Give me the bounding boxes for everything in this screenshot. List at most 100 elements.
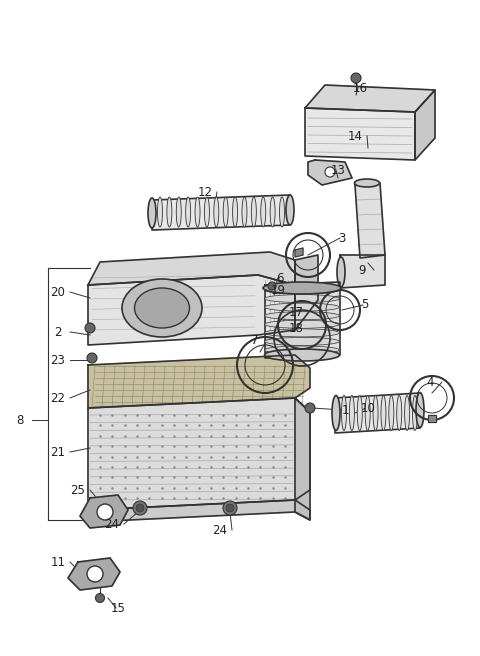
Text: 10: 10 bbox=[360, 401, 375, 415]
Polygon shape bbox=[295, 398, 310, 520]
Ellipse shape bbox=[223, 197, 228, 227]
Polygon shape bbox=[88, 355, 310, 408]
Text: 21: 21 bbox=[50, 445, 65, 459]
Text: 1: 1 bbox=[341, 403, 349, 417]
Ellipse shape bbox=[204, 197, 209, 227]
Text: 24: 24 bbox=[213, 523, 228, 537]
Ellipse shape bbox=[268, 282, 276, 290]
Polygon shape bbox=[88, 500, 310, 522]
Ellipse shape bbox=[286, 195, 294, 225]
Ellipse shape bbox=[214, 197, 219, 227]
Ellipse shape bbox=[252, 197, 256, 227]
Polygon shape bbox=[295, 248, 303, 257]
Ellipse shape bbox=[122, 279, 202, 337]
Text: 18: 18 bbox=[288, 321, 303, 335]
Text: 13: 13 bbox=[331, 163, 346, 176]
Polygon shape bbox=[428, 415, 436, 422]
Text: 5: 5 bbox=[361, 298, 369, 312]
Ellipse shape bbox=[337, 257, 345, 287]
Text: 17: 17 bbox=[288, 306, 303, 319]
Ellipse shape bbox=[157, 197, 163, 227]
Text: 6: 6 bbox=[276, 272, 284, 285]
Polygon shape bbox=[355, 255, 385, 285]
Ellipse shape bbox=[389, 396, 394, 430]
Circle shape bbox=[87, 566, 103, 582]
Ellipse shape bbox=[349, 396, 354, 430]
Ellipse shape bbox=[87, 353, 97, 363]
Ellipse shape bbox=[96, 594, 105, 602]
Polygon shape bbox=[68, 558, 120, 590]
Circle shape bbox=[97, 504, 113, 520]
Text: 22: 22 bbox=[50, 392, 65, 405]
Ellipse shape bbox=[305, 403, 315, 413]
Text: 14: 14 bbox=[348, 129, 362, 142]
Ellipse shape bbox=[136, 504, 144, 512]
Ellipse shape bbox=[186, 197, 191, 227]
Ellipse shape bbox=[264, 312, 339, 319]
Ellipse shape bbox=[264, 346, 339, 354]
Ellipse shape bbox=[264, 349, 339, 361]
Ellipse shape bbox=[397, 396, 402, 430]
Polygon shape bbox=[88, 275, 295, 345]
Circle shape bbox=[325, 167, 335, 177]
Polygon shape bbox=[335, 393, 420, 433]
Text: 4: 4 bbox=[426, 375, 434, 388]
Ellipse shape bbox=[223, 501, 237, 515]
Ellipse shape bbox=[355, 179, 380, 187]
Ellipse shape bbox=[264, 329, 339, 337]
Polygon shape bbox=[88, 398, 310, 510]
Polygon shape bbox=[152, 195, 290, 230]
Text: 2: 2 bbox=[54, 325, 62, 338]
Ellipse shape bbox=[226, 504, 234, 512]
Ellipse shape bbox=[341, 396, 347, 430]
Polygon shape bbox=[88, 252, 295, 285]
Ellipse shape bbox=[365, 396, 370, 430]
Text: 7: 7 bbox=[251, 333, 259, 346]
Polygon shape bbox=[415, 90, 435, 160]
Ellipse shape bbox=[279, 197, 285, 227]
Polygon shape bbox=[340, 255, 385, 288]
Polygon shape bbox=[80, 495, 128, 528]
Text: 3: 3 bbox=[338, 232, 346, 245]
Ellipse shape bbox=[233, 197, 238, 227]
Polygon shape bbox=[305, 108, 415, 160]
Text: 15: 15 bbox=[110, 602, 125, 615]
Ellipse shape bbox=[148, 198, 156, 228]
Ellipse shape bbox=[263, 282, 341, 294]
Polygon shape bbox=[295, 255, 318, 330]
Ellipse shape bbox=[270, 197, 275, 227]
Text: 19: 19 bbox=[271, 283, 286, 297]
Ellipse shape bbox=[242, 197, 247, 227]
Ellipse shape bbox=[416, 392, 424, 428]
Text: 9: 9 bbox=[358, 264, 366, 276]
Ellipse shape bbox=[332, 396, 340, 430]
Text: 25: 25 bbox=[71, 483, 85, 497]
Ellipse shape bbox=[133, 501, 147, 515]
Text: 12: 12 bbox=[197, 186, 213, 199]
Ellipse shape bbox=[167, 197, 172, 227]
Ellipse shape bbox=[373, 396, 378, 430]
Ellipse shape bbox=[381, 396, 386, 430]
Text: 24: 24 bbox=[105, 518, 120, 531]
Ellipse shape bbox=[264, 320, 339, 328]
Ellipse shape bbox=[264, 303, 339, 311]
Ellipse shape bbox=[85, 323, 95, 333]
Text: 8: 8 bbox=[16, 413, 24, 426]
Text: 23: 23 bbox=[50, 354, 65, 367]
Text: 20: 20 bbox=[50, 285, 65, 298]
Polygon shape bbox=[355, 183, 385, 258]
Polygon shape bbox=[308, 160, 352, 185]
Polygon shape bbox=[305, 85, 435, 112]
Ellipse shape bbox=[264, 286, 339, 294]
Ellipse shape bbox=[357, 396, 362, 430]
Text: 11: 11 bbox=[50, 556, 65, 569]
Text: 16: 16 bbox=[352, 81, 368, 94]
Ellipse shape bbox=[195, 197, 200, 227]
Ellipse shape bbox=[264, 295, 339, 302]
Ellipse shape bbox=[176, 197, 181, 227]
Ellipse shape bbox=[351, 73, 361, 83]
Polygon shape bbox=[265, 282, 340, 358]
Ellipse shape bbox=[412, 396, 418, 430]
Ellipse shape bbox=[405, 396, 409, 430]
Ellipse shape bbox=[134, 288, 190, 328]
